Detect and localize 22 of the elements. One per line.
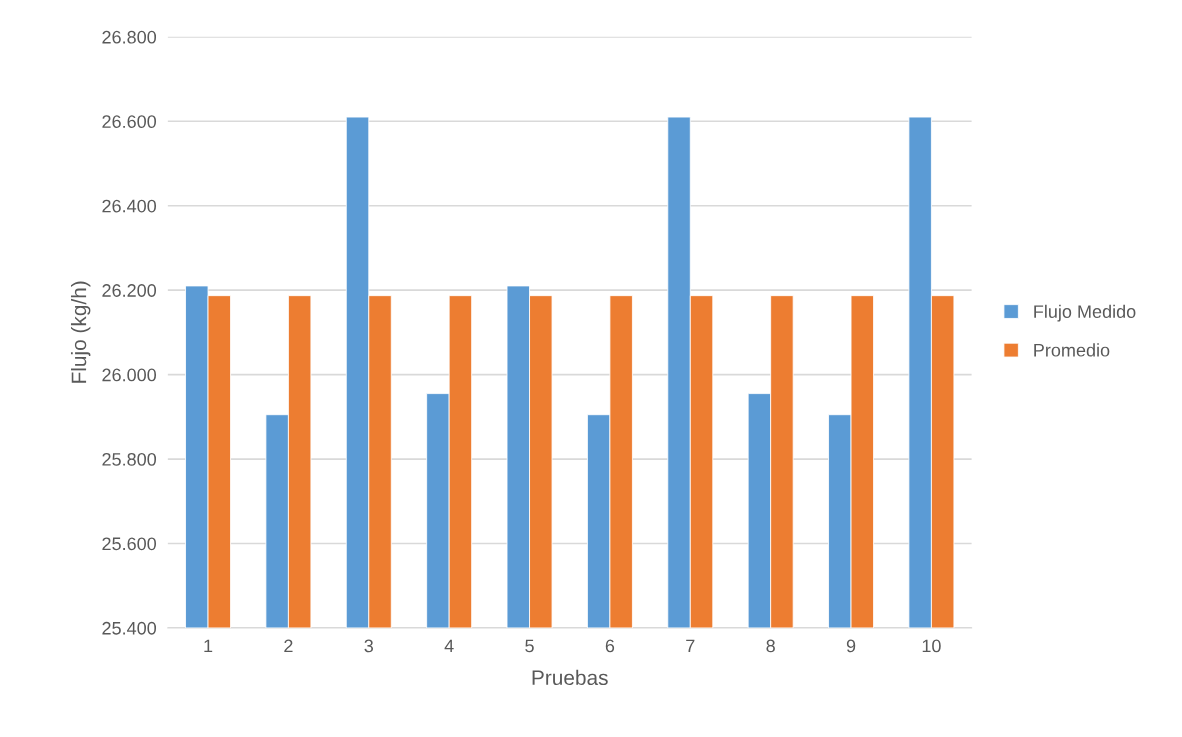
y-tick-label: 26.400 <box>102 199 157 213</box>
x-tick-label: 3 <box>364 639 374 653</box>
y-tick-label: 26.000 <box>102 368 157 382</box>
x-tick-label: 5 <box>525 639 534 653</box>
x-tick-label: 1 <box>204 639 213 653</box>
y-tick-label: 25.600 <box>102 537 157 551</box>
legend-label: Flujo Medido <box>1034 304 1136 322</box>
x-tick-label: 7 <box>686 639 695 653</box>
y-tick-label: 25.800 <box>102 452 157 466</box>
x-tick-label: 10 <box>922 639 941 653</box>
y-tick-label: 25.400 <box>102 621 157 635</box>
y-tick-label: 26.200 <box>102 284 157 297</box>
y-tick-label: 26.800 <box>102 30 157 44</box>
x-tick-label: 8 <box>766 639 775 653</box>
x-tick-label: 9 <box>846 639 856 653</box>
y-axis-title: Flujo (kg/h) <box>70 281 91 383</box>
x-axis-title: Pruebas <box>532 669 608 686</box>
x-tick-label: 2 <box>284 639 293 653</box>
y-tick-label: 26.600 <box>102 115 157 129</box>
x-tick-label: 4 <box>444 639 454 653</box>
x-tick-label: 6 <box>605 639 615 653</box>
legend-label: Promedio <box>1034 343 1110 357</box>
